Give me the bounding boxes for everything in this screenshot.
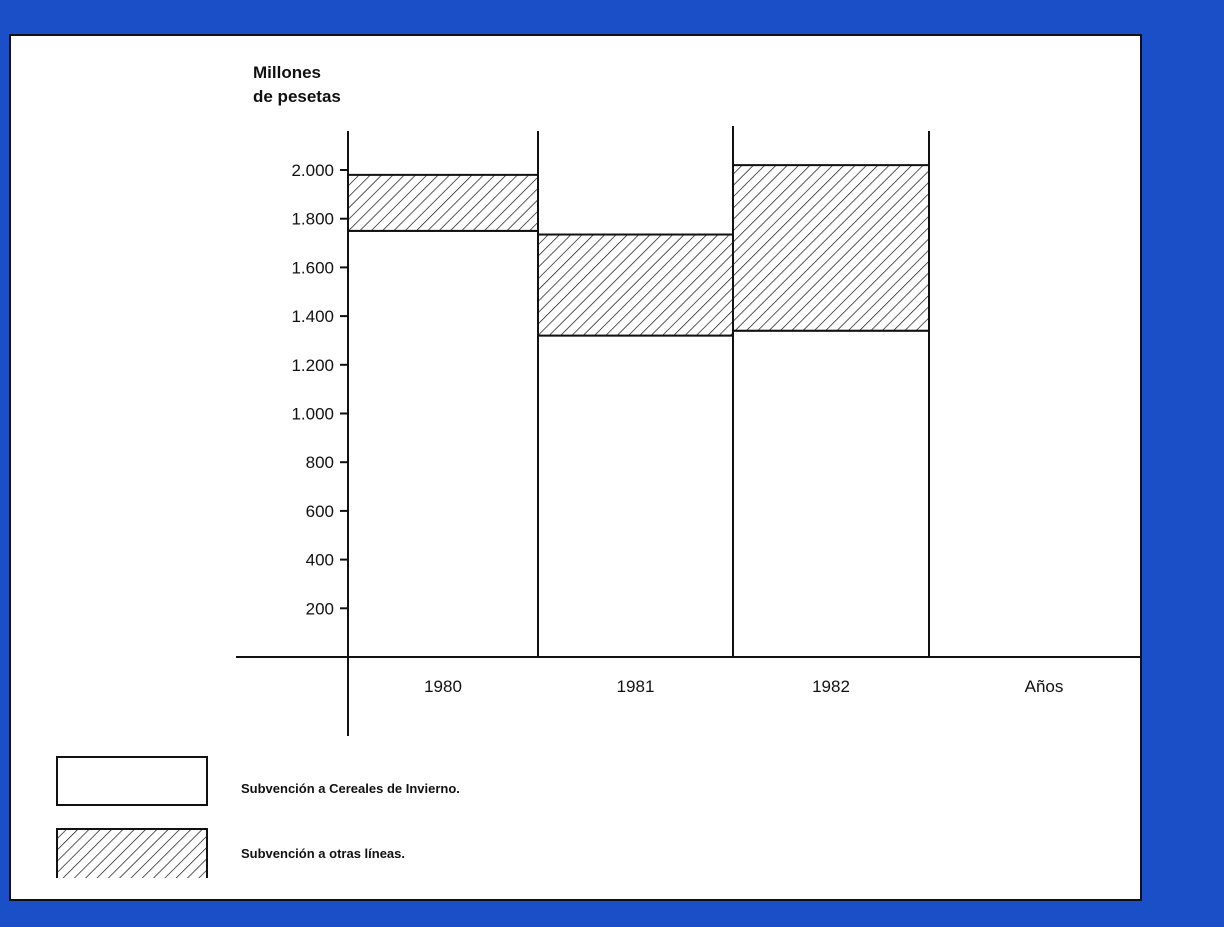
chart-panel: Millones de pesetas 1980 1981 1982 200 400 60… — [9, 34, 1142, 901]
x-axis-label: Años — [1025, 677, 1064, 696]
y-axis-label-line-1: Millones — [253, 63, 322, 82]
bar-1980-series-1 — [347, 229, 539, 658]
bar-1981-series-1 — [537, 334, 734, 658]
bar-1981-series-2 — [537, 233, 734, 337]
y-tick-label-600: 600 — [306, 502, 334, 521]
bar-1980-series-2 — [347, 173, 539, 232]
bar-1982-series-1 — [732, 329, 930, 658]
y-tick-label-200: 200 — [306, 599, 334, 618]
legend-swatch-cereales — [56, 756, 208, 806]
chart-svg: 1980 1981 1982 200 400 600 800 1.000 1.200 1.400 1… — [236, 126, 1140, 736]
y-tick-label-1200: 1.200 — [291, 356, 334, 375]
y-tick-label-1400: 1.400 — [291, 307, 334, 326]
legend-label-cereales: Subvención a Cereales de Invierno. — [241, 781, 460, 796]
y-tick-label-400: 400 — [306, 551, 334, 570]
x-tick-label-1980: 1980 — [424, 677, 462, 696]
legend-swatch-otras-lineas — [56, 828, 208, 878]
y-tick-label-1000: 1.000 — [291, 405, 334, 424]
y-tick-label-800: 800 — [306, 453, 334, 472]
y-tick-label-1800: 1.800 — [291, 210, 334, 229]
bar-1982-series-2 — [732, 164, 930, 332]
x-tick-label-1981: 1981 — [617, 677, 655, 696]
y-axis-label-line-2: de pesetas — [253, 87, 341, 106]
legend-label-otras-lineas: Subvención a otras líneas. — [241, 846, 405, 861]
x-tick-label-1982: 1982 — [812, 677, 850, 696]
y-tick-label-1600: 1.600 — [291, 258, 334, 277]
y-tick-label-2000: 2.000 — [291, 161, 334, 180]
